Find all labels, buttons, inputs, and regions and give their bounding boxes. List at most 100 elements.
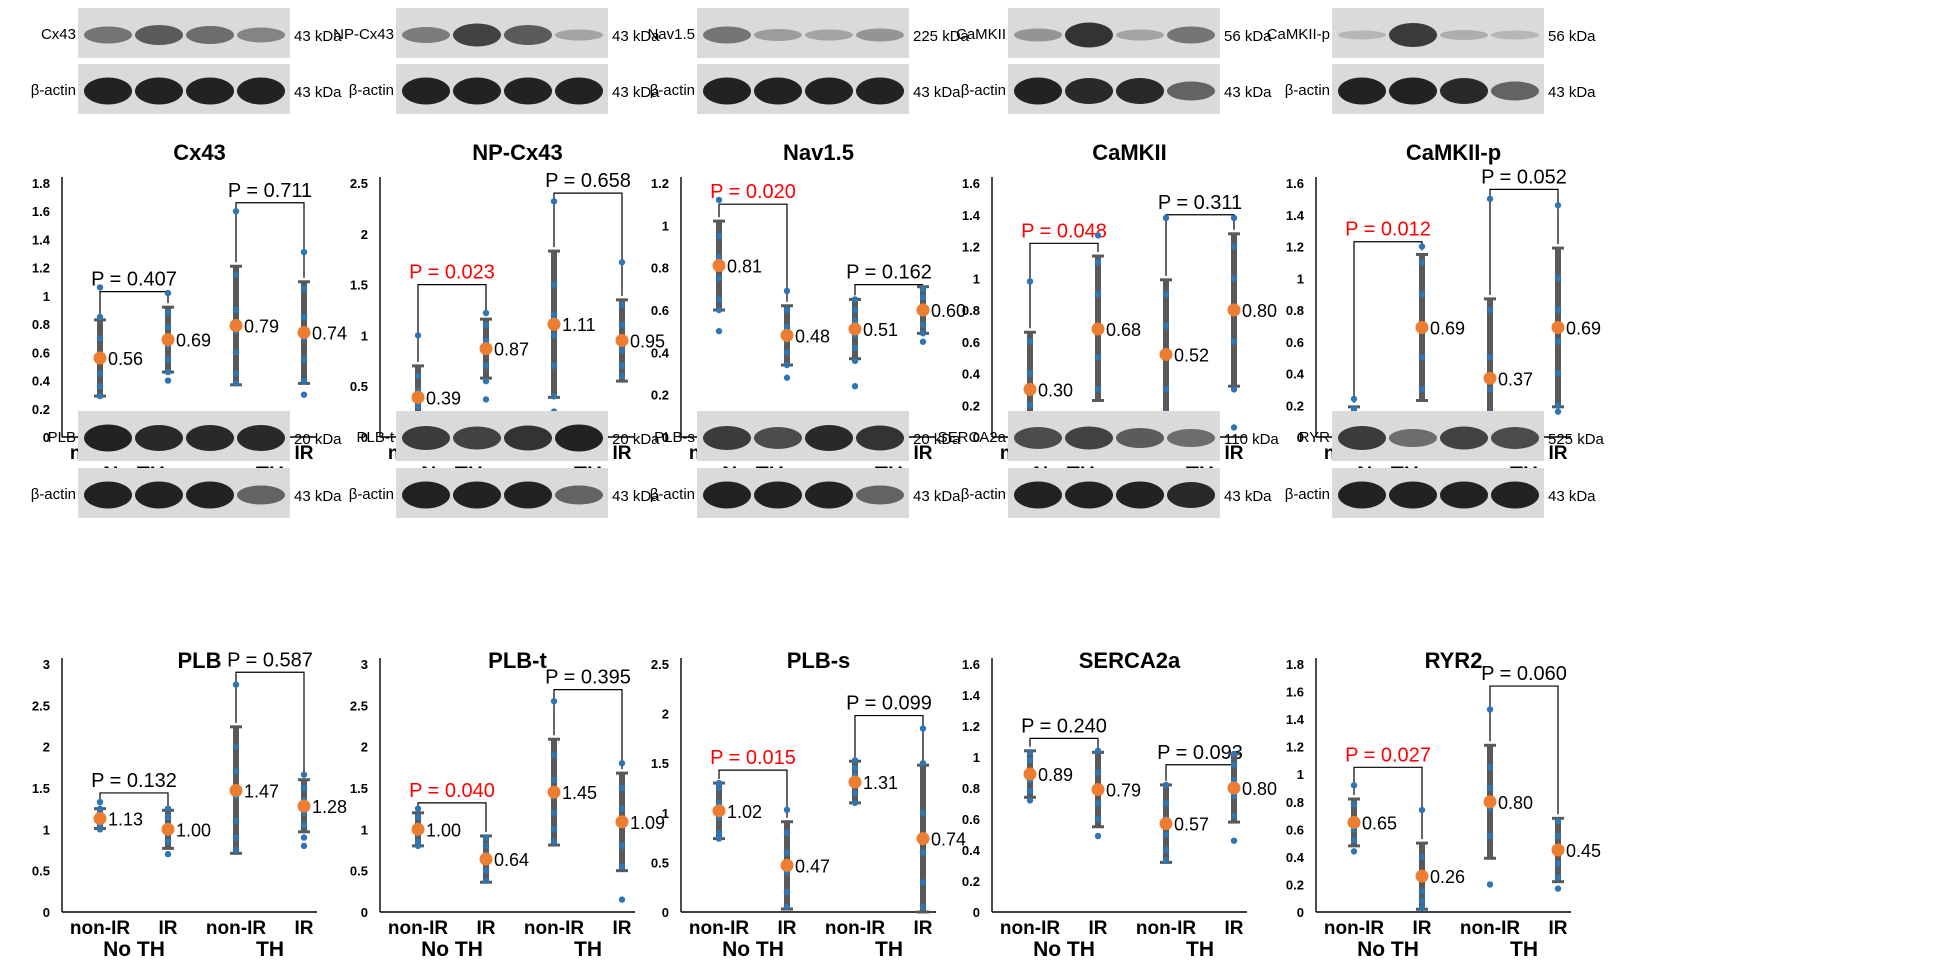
- blot-band: [1116, 78, 1164, 104]
- blot-band: [856, 425, 904, 451]
- y-tick-label: 1: [43, 289, 50, 304]
- mean-value-label: 1.13: [108, 810, 143, 830]
- data-point: [1350, 848, 1358, 855]
- blot-band: [805, 481, 853, 509]
- comparison-bracket: P = 0.020: [710, 181, 796, 302]
- x-tick-label: IR: [778, 918, 797, 939]
- data-point: [232, 208, 240, 215]
- blot-band: [1440, 30, 1488, 40]
- blot-band: [186, 77, 234, 105]
- mean-value-label: 0.89: [1038, 765, 1073, 785]
- data-point: [1230, 761, 1238, 768]
- x-tick-label: IR: [1225, 443, 1244, 464]
- y-tick-label: 1.6: [962, 657, 980, 672]
- data-point: [783, 903, 791, 911]
- mean-value-label: 0.79: [244, 317, 279, 337]
- bracket-line: [718, 203, 788, 302]
- data-point: [96, 383, 104, 390]
- group-label: TH: [574, 938, 602, 960]
- bracket-line: [99, 291, 169, 316]
- y-tick-label: 1: [1297, 767, 1304, 782]
- p-value-label: P = 0.132: [91, 770, 177, 792]
- blot-control-strip: β-actin 43 kDa: [961, 64, 1272, 114]
- data-point: [618, 347, 626, 354]
- data-point: [1418, 354, 1426, 361]
- mean-marker: [161, 822, 175, 836]
- blot-band: [504, 425, 552, 451]
- blot-band: [1065, 481, 1113, 509]
- mean-value-label: 1.00: [176, 820, 211, 840]
- p-value-label: P = 0.099: [846, 693, 932, 715]
- bracket-line: [1489, 188, 1559, 295]
- blot-band: [504, 25, 552, 45]
- comparison-bracket: P = 0.162: [846, 262, 932, 296]
- y-tick-label: 1.6: [1286, 685, 1304, 700]
- mean-marker: [229, 783, 243, 797]
- data-point: [164, 368, 172, 376]
- data-point: [96, 826, 104, 833]
- data-point: [715, 306, 723, 314]
- data-point: [618, 362, 626, 370]
- data-point: [1486, 306, 1494, 314]
- y-tick-label: 0.6: [651, 303, 669, 318]
- data-point: [550, 809, 558, 816]
- data-point: [414, 813, 422, 821]
- mean-value-label: 0.79: [1106, 781, 1141, 801]
- data-point: [1162, 831, 1170, 838]
- data-point: [300, 285, 308, 293]
- bracket-line: [1165, 214, 1235, 276]
- blot-band: [1014, 427, 1062, 449]
- data-point: [1094, 815, 1102, 823]
- blot-band: [402, 426, 450, 450]
- mean-marker: [411, 390, 425, 404]
- x-tick-label: non-IR: [1000, 918, 1060, 939]
- data-point: [1162, 781, 1170, 789]
- data-point: [1486, 706, 1494, 713]
- data-point: [1486, 784, 1494, 792]
- data-point: [1026, 787, 1034, 795]
- blot-control-label: β-actin: [1285, 486, 1330, 503]
- data-point: [1418, 243, 1426, 250]
- data-point: [96, 335, 104, 342]
- x-tick-label: non-IR: [524, 918, 584, 939]
- mean-marker: [712, 804, 726, 818]
- data-point: [1554, 338, 1562, 345]
- x-tick-label: IR: [1413, 918, 1432, 939]
- bracket-line: [235, 202, 305, 278]
- mean-marker: [93, 351, 107, 365]
- mean-value-label: 0.57: [1174, 815, 1209, 835]
- data-point: [300, 377, 308, 384]
- data-point: [1350, 801, 1358, 808]
- blot-band: [1491, 30, 1539, 40]
- data-point: [300, 356, 308, 363]
- data-point: [715, 296, 723, 303]
- y-tick-label: 0.4: [651, 345, 670, 360]
- data-point: [550, 751, 558, 759]
- data-point: [164, 813, 172, 821]
- blot-band: [504, 481, 552, 509]
- chart-title: SERCA2a: [1079, 648, 1181, 673]
- data-point: [1554, 402, 1562, 409]
- p-value-label: P = 0.052: [1481, 166, 1567, 188]
- bracket-line: [235, 671, 305, 776]
- comparison-bracket: P = 0.132: [91, 770, 177, 807]
- data-point: [1418, 888, 1426, 895]
- mean-value-label: 0.45: [1566, 841, 1601, 861]
- blot-band: [1491, 81, 1539, 101]
- data-point: [851, 296, 859, 303]
- p-value-label: P = 0.093: [1157, 742, 1243, 764]
- data-point: [1350, 395, 1358, 403]
- blot-band: [1065, 426, 1113, 450]
- mean-marker: [848, 775, 862, 789]
- data-point: [1026, 756, 1034, 764]
- data-point: [232, 817, 240, 825]
- y-tick-label: 3: [43, 657, 50, 672]
- mean-marker: [161, 333, 175, 347]
- data-point: [1554, 817, 1562, 825]
- y-tick-label: 0: [662, 430, 669, 445]
- mean-value-label: 0.65: [1362, 813, 1397, 833]
- data-point: [300, 784, 308, 792]
- bracket-line: [553, 192, 623, 296]
- mean-value-label: 1.00: [426, 820, 461, 840]
- data-point: [300, 391, 308, 398]
